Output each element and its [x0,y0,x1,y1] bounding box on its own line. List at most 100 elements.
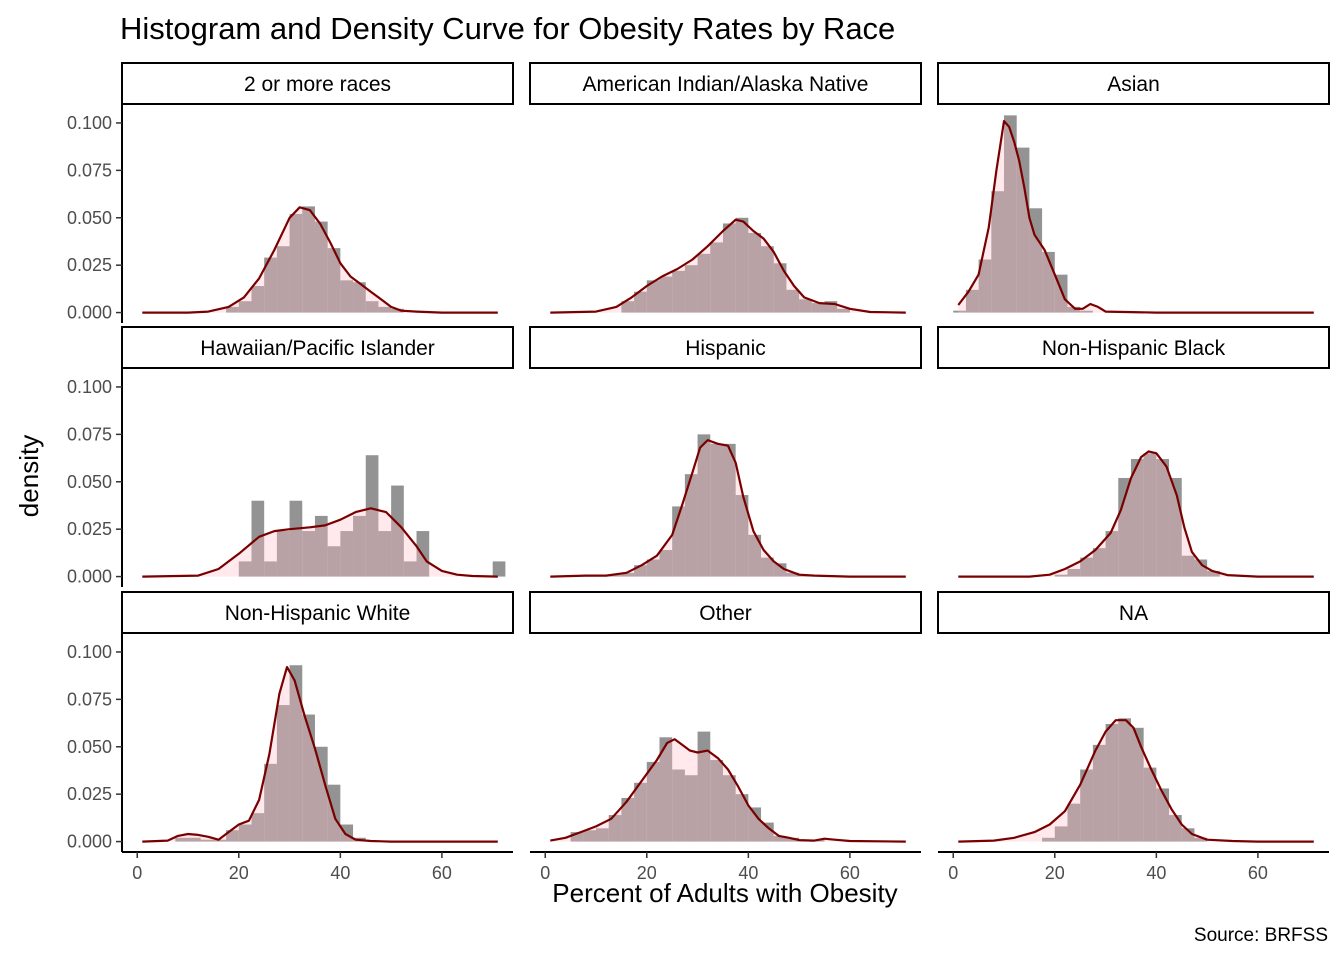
histogram-bar [786,572,800,577]
histogram-bar [276,531,290,577]
histogram-bar [289,213,303,313]
density-area [142,667,498,842]
histogram-bar [1067,568,1081,577]
histogram-bar [1143,767,1157,842]
histogram-bar [1029,208,1043,313]
histogram-bar [302,206,315,313]
density-curve [550,218,906,314]
density-area [142,207,498,313]
histogram-bar [646,761,660,842]
density-curve [957,120,1314,314]
histogram-bar [684,265,698,313]
histogram-bar [786,289,800,313]
histogram-bar [991,191,1005,313]
density-area [958,451,1314,577]
histogram-bar [773,263,787,313]
y-tick-label: 0.075 [67,689,112,709]
density-area [550,219,906,313]
histogram-bar [634,565,647,577]
histogram-bar [773,835,787,842]
facet-strip-label: Non-Hispanic White [225,602,411,625]
histogram-bar [175,837,189,842]
histogram-bar [302,531,315,577]
histogram-bar [710,443,723,577]
histogram-bar [1080,557,1093,577]
histogram-bar [276,705,290,842]
histogram-bar [773,563,787,577]
histogram-bar [1067,306,1081,313]
facet-panel: Non-Hispanic White 0.000 0.025 0.050 0.075 0.… [67,591,514,883]
x-tick-label: 0 [948,863,958,883]
facet-panel: American Indian/Alaska Native [529,62,922,314]
histogram-bar [1156,459,1170,577]
histogram-bar [314,221,328,313]
facet-strip-label: Hispanic [685,337,766,360]
histogram-bar [659,550,673,577]
facet-strip [121,591,514,634]
x-tick-label: 20 [229,863,249,883]
histogram-bar [1092,548,1106,577]
facet-strip-label: NA [1119,602,1148,625]
y-tick-label: 0.050 [67,472,112,492]
histogram-bar [748,232,762,313]
histogram-bar [672,769,685,842]
y-tick-label: 0.100 [67,113,112,133]
facet-strip-label: Other [699,602,752,625]
histogram-bar [1194,559,1208,577]
histogram-bar [621,797,635,842]
histogram-bar [1194,837,1208,842]
facet-strip-label: Asian [1107,73,1160,96]
histogram-bar [1143,453,1157,577]
facet-panel: 2 or more races 0.000 0.025 0.050 0.075 0.100 [67,62,514,323]
y-tick-label: 0.100 [67,377,112,397]
histogram-bar [365,301,379,313]
facet-strip [937,326,1330,369]
histogram-bar [722,443,736,577]
histogram-bar [251,286,265,313]
x-tick-label: 0 [540,863,550,883]
histogram-bar [264,561,277,577]
histogram-bar [353,282,366,313]
histogram-bar [1004,115,1017,313]
histogram-bar [799,299,812,313]
histogram-bar [302,714,315,842]
histogram-bar [238,301,252,313]
histogram-bar [238,824,252,842]
histogram-bar [748,534,762,577]
histogram-bar [761,557,774,577]
histogram-bar [722,775,736,842]
histogram-bar [596,828,609,842]
facet-strip [937,591,1330,634]
density-area [958,720,1314,842]
facet-panel: Other 0 20 40 60 [529,591,922,883]
y-tick-label: 0.000 [67,567,112,587]
histogram-bar [735,495,749,577]
histogram-bar [748,807,762,842]
histogram-bar [492,561,506,577]
facet-strip [529,62,922,105]
histogram-bar [327,546,341,577]
histogram-bar [1118,718,1131,842]
density-area [550,440,906,577]
histogram-bar [1067,803,1081,842]
histogram-bar [1207,570,1220,577]
histogram-bar [289,500,303,577]
histogram-bar [621,572,635,577]
y-tick-label: 0.050 [67,737,112,757]
histogram-bar [264,763,277,842]
facet-strip [121,62,514,105]
histogram-bar [340,280,354,313]
histogram-bar [697,434,711,577]
histogram-bar [200,839,214,842]
histogram-bar [811,303,825,313]
x-tick-label: 40 [330,863,350,883]
x-tick-label: 20 [637,863,657,883]
x-axis-title: Percent of Adults with Obesity [552,878,897,908]
histogram-bar [264,257,277,313]
histogram-bar [697,731,711,842]
histogram-bar [289,665,303,842]
histogram-bar [824,301,838,313]
histogram-bar [978,259,992,313]
x-tick-label: 0 [132,863,142,883]
